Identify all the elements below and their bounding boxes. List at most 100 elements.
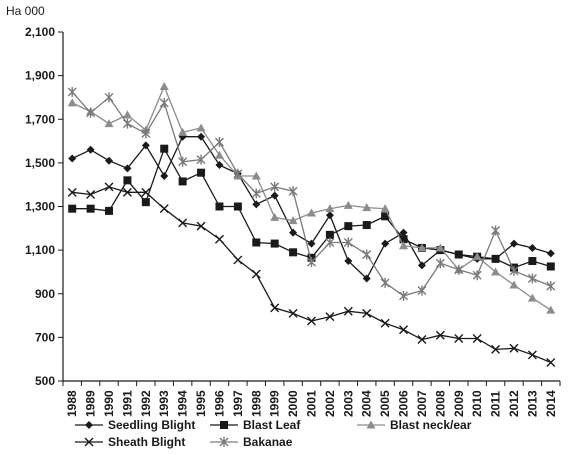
data-point — [196, 221, 206, 231]
data-point — [141, 128, 151, 139]
data-point — [67, 187, 77, 197]
x-tick-label: 2006 — [397, 390, 411, 417]
x-tick-label: 2009 — [452, 390, 466, 417]
x-tick-label: 2008 — [433, 390, 447, 417]
data-point — [454, 250, 463, 259]
data-point — [86, 204, 95, 213]
data-point — [546, 281, 556, 292]
x-tick-label: 1999 — [268, 390, 282, 417]
legend-marker — [219, 437, 229, 447]
data-point — [289, 228, 298, 237]
y-tick-label: 1,100 — [25, 243, 55, 257]
legend-item: Blast Leaf — [210, 418, 301, 432]
data-point — [417, 243, 427, 252]
x-tick-label: 2002 — [323, 390, 337, 417]
y-tick-label: 2,100 — [25, 25, 55, 39]
legend-item: Blast neck/ear — [357, 418, 472, 432]
data-point — [528, 243, 537, 252]
y-tick-label: 1,900 — [25, 69, 55, 83]
x-tick-label: 2007 — [415, 390, 429, 417]
data-point — [252, 200, 261, 209]
data-point — [104, 119, 114, 128]
x-tick-label: 1991 — [120, 390, 134, 417]
x-tick-label: 2001 — [305, 390, 319, 417]
data-point — [381, 212, 390, 221]
data-point — [141, 141, 150, 150]
data-point — [362, 221, 371, 230]
legend-label: Sheath Blight — [108, 435, 185, 449]
x-tick-label: 1990 — [102, 390, 116, 417]
data-point — [214, 137, 224, 148]
legend-label: Blast Leaf — [243, 418, 301, 432]
data-point — [380, 318, 390, 328]
data-point — [196, 154, 206, 165]
data-point — [288, 216, 298, 225]
x-tick-label: 2003 — [341, 390, 355, 417]
data-point — [435, 258, 445, 269]
x-tick-label: 1994 — [176, 390, 190, 417]
x-tick-label: 2000 — [286, 390, 300, 417]
data-point — [122, 118, 132, 129]
legend-marker — [366, 420, 376, 429]
data-point — [270, 212, 280, 221]
data-point — [197, 168, 206, 177]
data-point — [251, 188, 261, 199]
y-tick-label: 1,300 — [25, 200, 55, 214]
data-point — [215, 161, 224, 170]
data-point — [491, 254, 500, 263]
data-point — [509, 239, 518, 248]
series-blast-leaf — [68, 144, 555, 272]
y-tick-label: 1,500 — [25, 156, 55, 170]
data-point — [491, 267, 501, 276]
data-point — [362, 249, 372, 260]
data-point — [307, 239, 316, 248]
data-point — [528, 257, 537, 266]
y-tick-label: 500 — [35, 374, 55, 388]
data-point — [270, 191, 279, 200]
data-point — [325, 204, 335, 213]
data-point — [399, 290, 409, 301]
x-tick-label: 1995 — [194, 390, 208, 417]
data-point — [362, 203, 372, 212]
data-point — [546, 305, 556, 314]
x-tick-label: 1989 — [84, 390, 98, 417]
data-point — [399, 325, 409, 335]
data-point — [214, 234, 224, 244]
data-point — [399, 235, 408, 244]
data-point — [196, 123, 206, 132]
y-tick-label: 900 — [35, 287, 55, 301]
data-point — [160, 171, 169, 180]
data-point — [472, 333, 482, 343]
data-point — [251, 269, 261, 279]
data-point — [362, 274, 371, 283]
data-point — [307, 257, 316, 268]
data-point — [325, 312, 335, 322]
data-point — [546, 262, 555, 271]
x-tick-label: 2011 — [489, 391, 503, 417]
legend-label: Blast neck/ear — [390, 418, 472, 432]
data-point — [435, 330, 445, 340]
data-point — [435, 243, 445, 252]
y-axis-unit-label: Ha 000 — [6, 4, 45, 18]
legend-item: Bakanae — [210, 435, 293, 449]
data-point — [178, 218, 188, 228]
data-point — [178, 156, 188, 167]
data-point — [307, 208, 316, 217]
x-tick-label: 2012 — [507, 390, 521, 417]
data-point — [307, 316, 316, 326]
data-point — [491, 344, 501, 354]
data-point — [417, 335, 427, 345]
data-point — [343, 306, 353, 316]
legend-item: Sheath Blight — [75, 435, 185, 449]
legend-marker — [220, 421, 228, 429]
data-point — [288, 186, 298, 197]
legend-item: Seedling Blight — [75, 418, 195, 432]
data-point — [141, 187, 151, 197]
axes — [62, 32, 560, 382]
data-point — [381, 239, 390, 248]
y-tick-label: 700 — [35, 330, 55, 344]
data-point — [527, 273, 537, 284]
data-point — [122, 187, 132, 197]
data-point — [123, 176, 132, 185]
x-tick-label: 2005 — [378, 390, 392, 417]
